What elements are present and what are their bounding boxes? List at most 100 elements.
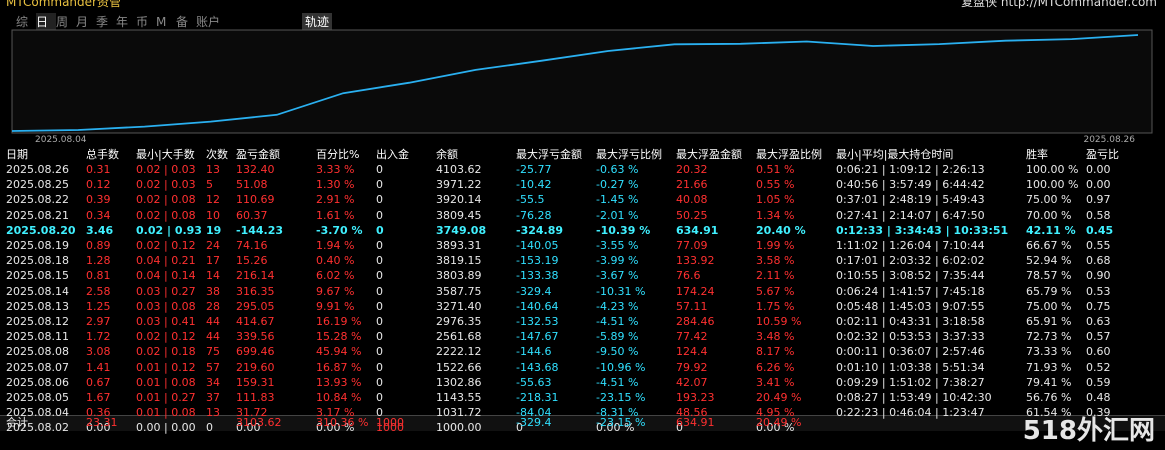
table-cell: 56.76 % (1026, 391, 1072, 404)
table-cell: 0.53 (1086, 284, 1111, 298)
table-cell: -5.89 % (596, 330, 639, 344)
table-cell: 295.05 (236, 299, 275, 313)
column-header: 余额 (436, 148, 458, 161)
table-cell: 133.92 (676, 254, 715, 268)
table-cell: 3819.15 (436, 254, 482, 268)
table-cell: 0 (206, 421, 213, 435)
table-cell: 1000.00 (436, 421, 482, 435)
table-cell: 8.17 % (756, 345, 795, 359)
tab[interactable]: 综 (16, 15, 29, 29)
table-cell: -3.70 % (316, 223, 363, 237)
table-cell: 48.56 (676, 406, 708, 420)
total-cell: 1000 (376, 416, 404, 429)
table-cell: 0.81 (86, 269, 111, 283)
table-cell: -140.05 (516, 239, 559, 252)
table-cell: 20.32 (676, 163, 708, 176)
table-cell: 77.09 (676, 239, 708, 252)
table-cell: 1143.55 (436, 391, 482, 404)
table-cell: -55.5 (516, 193, 545, 207)
watermark: 518外汇网 (1022, 416, 1155, 446)
table-cell: 284.46 (676, 315, 715, 328)
total-cell: 310.36 % (316, 416, 369, 429)
table-cell: 0:27:41 | 2:14:07 | 6:47:50 (836, 208, 985, 222)
table-cell: -4.23 % (596, 299, 639, 313)
tab[interactable]: 周 (56, 15, 69, 29)
table-cell: 0.67 (86, 375, 111, 389)
table-cell: -3.67 % (596, 269, 639, 283)
tab[interactable]: 账户 (196, 15, 221, 29)
tab[interactable]: 月 (76, 15, 89, 29)
table-cell: 0.01 | 0.27 (136, 391, 196, 404)
table-cell: 2025.08.22 (6, 193, 69, 207)
table-cell: 1.94 % (316, 239, 355, 252)
tab[interactable]: M (156, 15, 167, 29)
table-cell: 1.67 (86, 391, 111, 404)
total-cell: -329.4 (516, 416, 552, 429)
column-header: 日期 (6, 148, 28, 161)
table-cell: 1.28 (86, 254, 111, 268)
table-cell: 2025.08.19 (6, 239, 69, 252)
table-cell: -143.68 (516, 360, 559, 374)
column-header: 百分比% (316, 148, 360, 161)
table-cell: 2976.35 (436, 315, 482, 328)
tab[interactable]: 币 (136, 15, 149, 29)
table-cell: 0:02:11 | 0:43:31 | 3:18:58 (836, 315, 985, 328)
table-cell: 0.01 | 0.08 (136, 375, 196, 389)
table-cell: 0 (376, 193, 383, 207)
table-cell: 0.55 (1086, 239, 1111, 252)
table-cell: -10.96 % (596, 360, 646, 374)
site-link[interactable]: 复盘侠 http://MTCommander.com (961, 0, 1157, 9)
table-cell: 0:05:48 | 1:45:03 | 9:07:55 (836, 299, 985, 313)
table-cell: 111.83 (236, 391, 275, 404)
table-cell: 0.00 (86, 421, 111, 435)
tab[interactable]: 季 (96, 15, 109, 29)
table-cell: -0.27 % (596, 178, 639, 192)
table-cell: 0.00 | 0.00 (136, 421, 196, 435)
table-cell: 44 (206, 315, 220, 328)
table-cell: 0:12:33 | 3:34:43 | 10:33:51 (836, 223, 1009, 237)
table-cell: 10 (206, 208, 220, 222)
tab[interactable]: 日 (36, 13, 56, 30)
table-cell: -3.55 % (596, 239, 639, 252)
table-cell: 0 (376, 406, 383, 420)
table-cell: 0.48 (1086, 391, 1111, 404)
table-cell: 15.26 (236, 254, 268, 268)
table-cell: 1.34 % (756, 208, 795, 222)
table-cell: 40.08 (676, 193, 708, 207)
equity-line (11, 34, 1139, 132)
table-cell: 2222.12 (436, 345, 482, 359)
table-cell: 3.41 % (756, 375, 795, 389)
table-cell: -25.77 (516, 163, 552, 176)
tab[interactable]: 年 (116, 15, 129, 29)
table-cell: 44 (206, 330, 220, 344)
table-cell: 60.37 (236, 208, 268, 222)
table-cell: 699.46 (236, 345, 275, 359)
table-cell: 20.49 % (756, 391, 802, 404)
table-cell: 24 (206, 239, 220, 252)
table-cell: 0:06:21 | 1:09:12 | 2:26:13 (836, 163, 985, 176)
table-cell: 3920.14 (436, 193, 482, 207)
table-cell: 2.11 % (756, 269, 795, 283)
table-cell: -9.50 % (596, 345, 639, 359)
table-cell: 2025.08.13 (6, 299, 69, 313)
table-cell: 0.02 | 0.93 (136, 223, 202, 237)
table-cell: 0.00 % (756, 421, 795, 435)
table-cell: 0.45 (1086, 223, 1114, 237)
table-cell: 19 (206, 223, 222, 237)
table-cell: 50.25 (676, 208, 708, 222)
table-cell: -23.15 % (596, 391, 646, 404)
table-cell: 3809.45 (436, 208, 482, 222)
table-cell: 0.02 | 0.03 (136, 163, 196, 176)
column-header: 最大浮盈比例 (756, 148, 822, 161)
table-cell: 1302.86 (436, 375, 482, 389)
table-cell: 0.04 | 0.21 (136, 254, 196, 268)
table-cell: 0.36 (86, 406, 111, 420)
table-cell: 2025.08.25 (6, 178, 69, 192)
table-cell: 0 (376, 223, 384, 237)
tab[interactable]: 备 (176, 15, 189, 29)
table-cell: 1.61 % (316, 208, 355, 222)
table-cell: 110.69 (236, 193, 275, 207)
table-cell: 0.97 (1086, 193, 1111, 207)
track-tab[interactable]: 轨迹 (302, 13, 333, 30)
